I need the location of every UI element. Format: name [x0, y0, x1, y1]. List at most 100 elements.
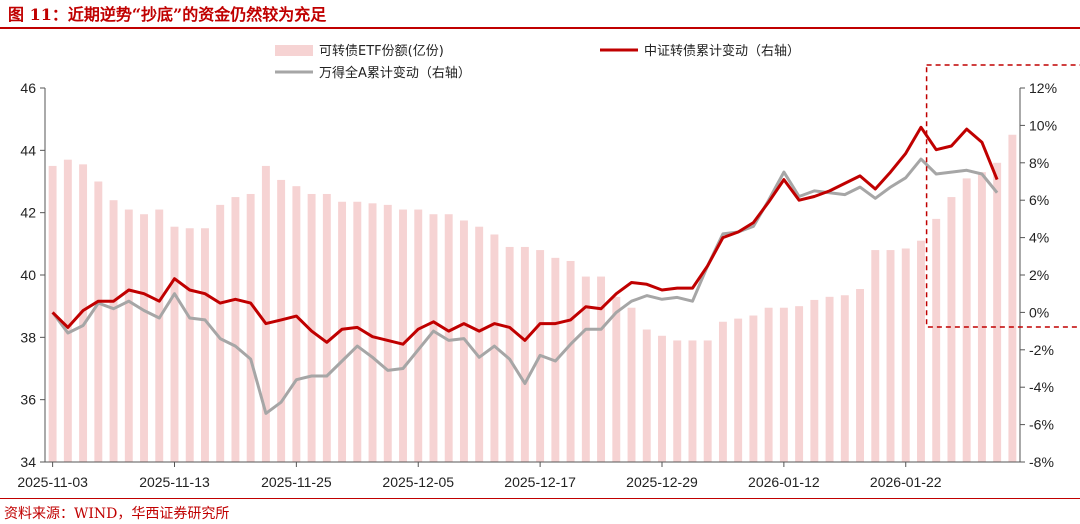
line-wind-all-a	[51, 157, 999, 415]
bar-etf-4	[109, 200, 118, 462]
left-tick-label: 42	[20, 205, 36, 221]
bar-etf-9	[185, 228, 194, 462]
bar-etf-43	[703, 340, 712, 462]
title-rule	[0, 27, 1080, 29]
bar-etf-20	[353, 201, 362, 462]
bar-etf-56	[901, 248, 910, 462]
bar-etf-27	[459, 220, 468, 462]
chart-canvas: 34 36 38 40 42 44 46 -8% -6% -4% -2% 0% 2% 4% 6% 8% 10% 1…	[17, 43, 1080, 490]
source-rule	[0, 498, 1080, 499]
bar-etf-16	[292, 186, 301, 463]
bar-etf-34	[566, 260, 575, 462]
right-tick-label: -4%	[1029, 379, 1054, 395]
bar-etf-11	[216, 204, 225, 462]
x-tick-label: 2025-11-25	[261, 474, 332, 490]
bar-etf-55	[886, 250, 895, 462]
bar-etf-23	[399, 209, 407, 462]
highlight-box	[925, 64, 1080, 328]
left-tick-label: 40	[20, 267, 36, 283]
bar-etf-61	[977, 172, 986, 462]
figure-title: 图 11：近期逆势“抄底”的资金仍然较为充足	[8, 5, 327, 24]
bar-etf-42	[688, 340, 697, 462]
bar-etf-22	[383, 204, 392, 462]
bar-etf-25	[429, 214, 438, 462]
bar-etf-62	[993, 162, 1002, 463]
x-tick-label: 2026-01-12	[748, 474, 820, 490]
bar-etf-19	[338, 201, 347, 462]
line-series	[51, 125, 999, 415]
bar-etf-18	[322, 193, 331, 462]
bar-etf-60	[962, 178, 971, 462]
bar-etf-26	[444, 214, 453, 462]
bar-etf-53	[856, 289, 864, 462]
x-tick-label: 2025-12-05	[382, 474, 454, 490]
right-tick-label: -6%	[1029, 417, 1054, 433]
bar-etf-38	[627, 307, 636, 462]
bar-etf-39	[642, 329, 651, 462]
x-tick-label: 2025-11-13	[139, 474, 210, 490]
bar-etf-48	[779, 307, 788, 462]
x-tick-label: 2025-11-03	[17, 474, 88, 490]
bar-etf-44	[718, 321, 727, 462]
bar-etf-35	[581, 276, 590, 462]
bar-etf-45	[734, 318, 743, 462]
chart-legend: 可转债ETF份额(亿份) 中证转债累计变动（右轴） 万得全A累计变动（右轴）	[275, 43, 800, 81]
bar-etf-41	[673, 340, 682, 462]
bar-etf-58	[932, 218, 941, 462]
left-tick-label: 46	[20, 80, 36, 96]
left-tick-label: 36	[20, 392, 36, 408]
line-cb-index	[51, 125, 999, 346]
bar-etf-47	[764, 307, 773, 462]
right-tick-label: 8%	[1029, 155, 1049, 171]
bar-etf-17	[307, 193, 316, 462]
legend-label: 可转债ETF份额(亿份)	[319, 44, 444, 59]
bar-etf-57	[917, 240, 925, 462]
left-tick-label: 34	[20, 454, 36, 470]
legend-label: 万得全A累计变动（右轴）	[319, 65, 471, 81]
bar-etf-46	[749, 315, 758, 462]
chart-axes: 34 36 38 40 42 44 46 -8% -6% -4% -2% 0% 2% 4% 6% 8% 10% 1…	[17, 80, 1057, 490]
right-tick-label: 0%	[1029, 304, 1049, 320]
bar-etf-1	[63, 159, 72, 462]
right-tick-label: 2%	[1029, 267, 1049, 283]
bar-etf-59	[947, 197, 956, 463]
bar-etf-5	[124, 209, 133, 462]
right-tick-label: 10%	[1029, 117, 1057, 133]
bar-etf-8	[170, 226, 179, 462]
bar-etf-2	[79, 164, 88, 462]
bar-etf-37	[612, 296, 621, 462]
bar-etf-7	[155, 209, 164, 462]
x-tick-label: 2025-12-17	[504, 474, 576, 490]
legend-swatch-bar	[275, 45, 313, 56]
bar-etf-63	[1008, 134, 1017, 462]
source-note: 资料来源：WIND，华西证券研究所	[4, 506, 230, 522]
bar-etf-10	[201, 228, 209, 462]
bar-etf-28	[475, 226, 484, 462]
legend-label: 中证转债累计变动（右轴）	[644, 43, 800, 59]
bar-etf-13	[246, 193, 255, 462]
bar-etf-3	[94, 181, 103, 462]
right-tick-label: 4%	[1029, 230, 1049, 246]
bar-etf-29	[490, 234, 499, 462]
bar-etf-31	[520, 246, 529, 462]
left-tick-label: 38	[20, 329, 36, 345]
bar-etf-30	[505, 246, 514, 462]
x-tick-label: 2026-01-22	[870, 474, 942, 490]
bar-etf-36	[597, 276, 606, 462]
bar-etf-40	[658, 335, 666, 462]
highlight-dashed-box	[925, 64, 1080, 328]
right-tick-label: 12%	[1029, 80, 1057, 96]
bar-etf-49	[795, 306, 804, 462]
right-tick-label: -2%	[1029, 342, 1054, 358]
bar-etf-12	[231, 197, 240, 463]
left-tick-label: 44	[20, 142, 36, 158]
right-tick-label: -8%	[1029, 454, 1054, 470]
bar-etf-14	[261, 165, 270, 462]
bar-etf-50	[810, 299, 819, 462]
bar-etf-21	[368, 203, 377, 463]
bar-etf-51	[825, 296, 834, 462]
bar-etf-6	[140, 214, 148, 462]
bar-etf-52	[840, 295, 849, 462]
bar-etf-54	[871, 250, 880, 462]
right-tick-label: 6%	[1029, 192, 1049, 208]
